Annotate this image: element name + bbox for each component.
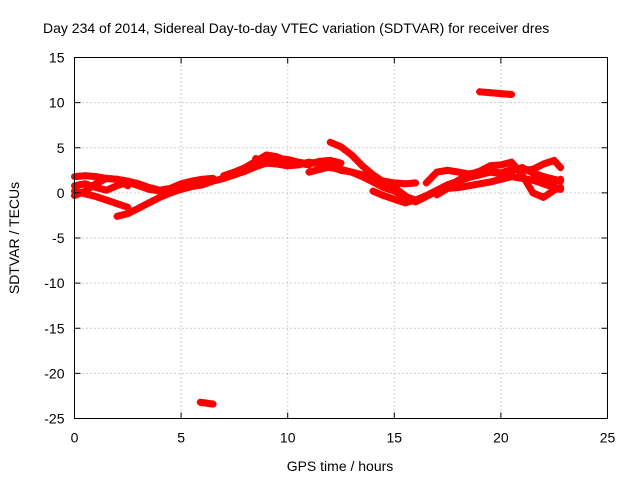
data-point xyxy=(124,203,132,211)
data-point xyxy=(124,182,132,190)
x-tick-label: 25 xyxy=(600,430,616,446)
series-track-15 xyxy=(196,398,217,408)
y-tick-label: 15 xyxy=(49,50,65,66)
series-track-14 xyxy=(476,88,516,99)
y-axis-label: SDTVAR / TECUs xyxy=(6,182,22,294)
data-layer xyxy=(71,88,565,408)
x-tick-label: 20 xyxy=(493,430,509,446)
x-axis-label: GPS time / hours xyxy=(287,458,394,474)
x-tick-label: 5 xyxy=(177,430,185,446)
series-track-12 xyxy=(433,158,565,201)
y-tick-label: 10 xyxy=(49,95,65,111)
grid xyxy=(74,57,608,419)
x-tick-label: 15 xyxy=(387,430,403,446)
series-track-13 xyxy=(518,164,565,186)
y-tick-label: -10 xyxy=(44,275,64,291)
x-tick-label: 10 xyxy=(280,430,296,446)
ticks: 0 5 10 15 20 25 15 10 5 0 -5 -10 -15 -20 -25 xyxy=(44,50,615,446)
y-tick-label: -20 xyxy=(44,365,64,381)
data-point xyxy=(412,179,420,187)
data-point xyxy=(557,164,565,172)
y-tick-label: -15 xyxy=(44,320,64,336)
chart-title: Day 234 of 2014, Sidereal Day-to-day VTE… xyxy=(43,20,549,36)
data-point xyxy=(526,184,534,192)
data-point xyxy=(209,400,217,408)
data-point xyxy=(508,91,516,99)
y-tick-label: 0 xyxy=(57,185,65,201)
data-point xyxy=(557,183,565,191)
series-track-7 xyxy=(252,155,345,168)
plot-frame xyxy=(74,57,608,419)
y-tick-label: 5 xyxy=(57,140,65,156)
data-point xyxy=(524,180,532,188)
x-tick-label: 0 xyxy=(71,430,79,446)
data-point xyxy=(557,175,565,183)
data-point xyxy=(521,175,529,183)
y-tick-label: -25 xyxy=(44,411,64,427)
data-point xyxy=(518,171,526,179)
data-point xyxy=(337,159,345,167)
y-tick-label: -5 xyxy=(52,230,65,246)
